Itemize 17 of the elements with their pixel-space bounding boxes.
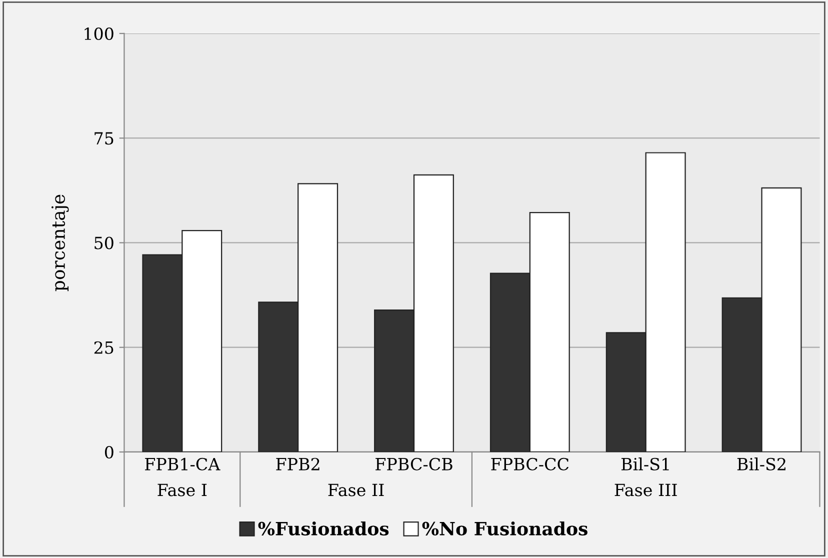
x-tick-label: Bil-S2 (737, 458, 786, 470)
legend-label: %No Fusionados (422, 521, 588, 536)
text: Fase III (614, 484, 677, 496)
text: Fase I (158, 484, 207, 496)
y-tick-label: 75 (94, 132, 114, 145)
text: Fase II (328, 484, 384, 496)
x-tick-label: FPBC-CC (491, 458, 569, 470)
y-axis-title: porcentaje (51, 194, 69, 292)
x-tick-label: Bil-S1 (621, 458, 669, 470)
x-tick-label: FPB2 (276, 458, 320, 470)
x-tick-label: FPBC-CB (376, 458, 452, 470)
y-tick-label: 25 (94, 341, 114, 354)
x-tick-label: FPB1-CA (145, 458, 220, 470)
y-tick-label: 0 (104, 446, 114, 459)
legend-label: %Fusionados (258, 521, 389, 536)
y-tick-label: 50 (94, 236, 114, 250)
y-tick-label: 100 (84, 27, 114, 40)
